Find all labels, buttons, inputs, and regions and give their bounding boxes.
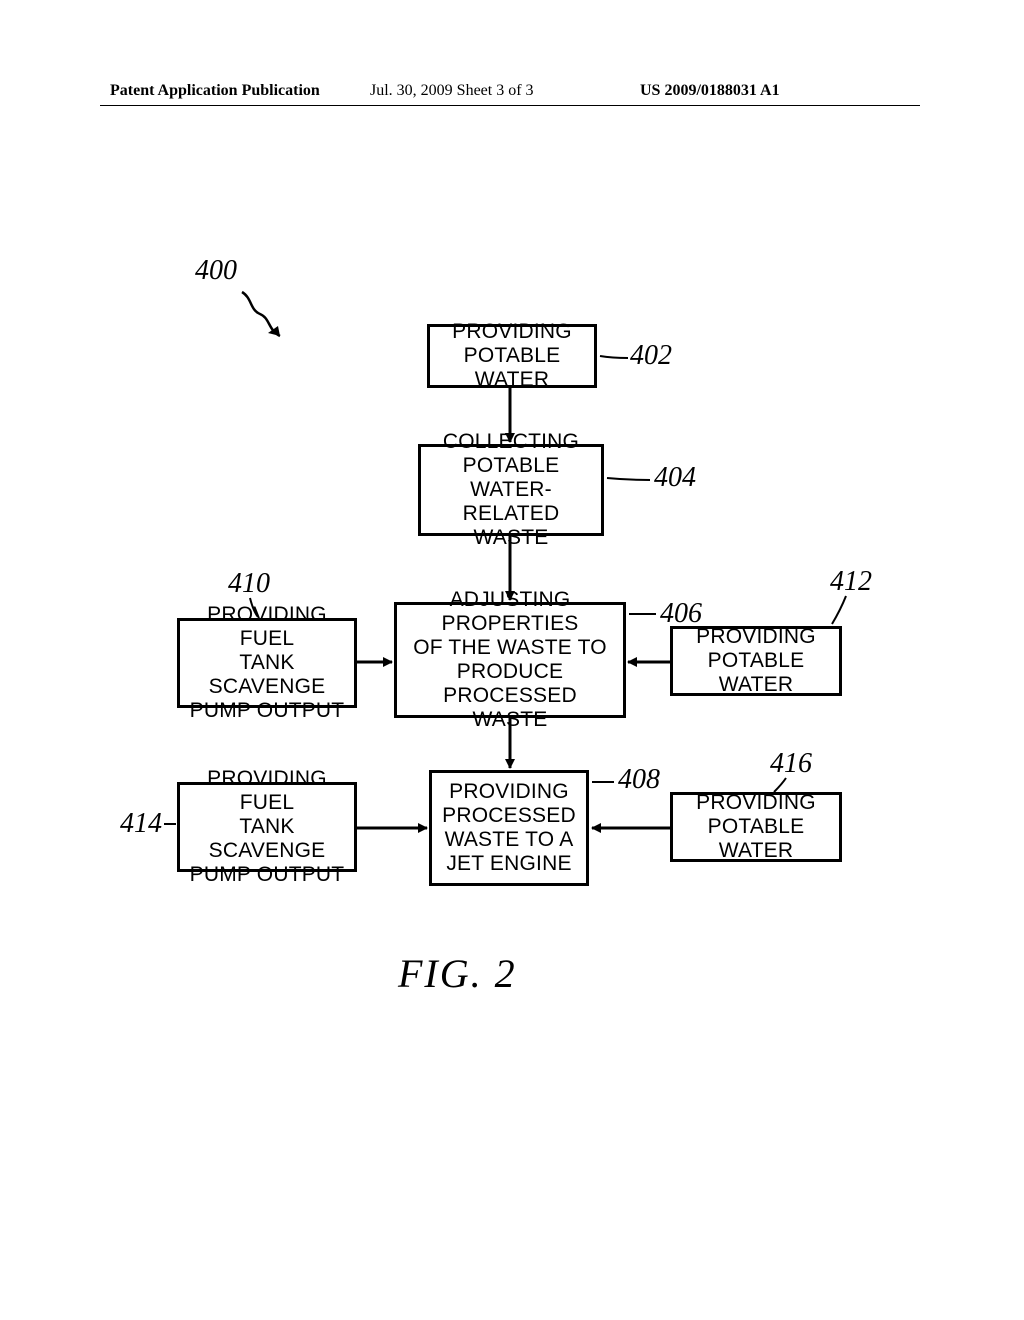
box-line: PROVIDING FUEL — [186, 603, 348, 651]
box-line: PROVIDING FUEL — [186, 767, 348, 815]
ref-404: 404 — [654, 462, 696, 494]
ref-412: 412 — [830, 566, 872, 598]
box-line: TANK SCAVENGE — [186, 815, 348, 863]
box-line: PROVIDING — [449, 780, 569, 804]
box-line: PROVIDING — [452, 320, 572, 344]
box-line: WASTE TO A — [445, 828, 574, 852]
box-line: PROVIDING — [696, 625, 816, 649]
figure-caption: FIG. 2 — [398, 950, 517, 997]
box-line: POTABLE WATER — [679, 649, 833, 697]
box-410-fuel-scavenge-output: PROVIDING FUELTANK SCAVENGEPUMP OUTPUT — [177, 618, 357, 708]
header-right: US 2009/0188031 A1 — [640, 82, 780, 100]
box-line: COLLECTING — [443, 430, 579, 454]
box-404-collecting-waste: COLLECTINGPOTABLE WATER-RELATED WASTE — [418, 444, 604, 536]
page: Patent Application Publication Jul. 30, … — [0, 0, 1024, 1320]
header-left: Patent Application Publication — [110, 82, 320, 100]
box-line: PROVIDING — [696, 791, 816, 815]
box-line: PROCESSED — [442, 804, 576, 828]
box-408-providing-to-jet-engine: PROVIDINGPROCESSEDWASTE TO AJET ENGINE — [429, 770, 589, 886]
box-414-fuel-scavenge-output: PROVIDING FUELTANK SCAVENGEPUMP OUTPUT — [177, 782, 357, 872]
box-line: PUMP OUTPUT — [190, 699, 345, 723]
ref-402: 402 — [630, 340, 672, 372]
box-line: RELATED WASTE — [427, 502, 595, 550]
box-line: PUMP OUTPUT — [190, 863, 345, 887]
box-402-providing-potable-water: PROVIDINGPOTABLE WATER — [427, 324, 597, 388]
ref-400: 400 — [195, 255, 237, 287]
box-line: WASTE — [473, 708, 548, 732]
ref-408: 408 — [618, 764, 660, 796]
box-line: TANK SCAVENGE — [186, 651, 348, 699]
box-line: POTABLE WATER — [679, 815, 833, 863]
box-line: ADJUSTING PROPERTIES — [403, 588, 617, 636]
box-416-providing-potable-water: PROVIDINGPOTABLE WATER — [670, 792, 842, 862]
box-406-adjusting-properties: ADJUSTING PROPERTIESOF THE WASTE TOPRODU… — [394, 602, 626, 718]
ref-410: 410 — [228, 568, 270, 600]
box-line: PRODUCE PROCESSED — [403, 660, 617, 708]
ref-414: 414 — [120, 808, 162, 840]
box-line: POTABLE WATER- — [427, 454, 595, 502]
box-line: OF THE WASTE TO — [413, 636, 607, 660]
ref-406: 406 — [660, 598, 702, 630]
header-mid: Jul. 30, 2009 Sheet 3 of 3 — [370, 82, 534, 100]
header-rule — [100, 105, 920, 106]
box-line: JET ENGINE — [446, 852, 571, 876]
ref-416: 416 — [770, 748, 812, 780]
box-line: POTABLE WATER — [436, 344, 588, 392]
box-412-providing-potable-water: PROVIDINGPOTABLE WATER — [670, 626, 842, 696]
